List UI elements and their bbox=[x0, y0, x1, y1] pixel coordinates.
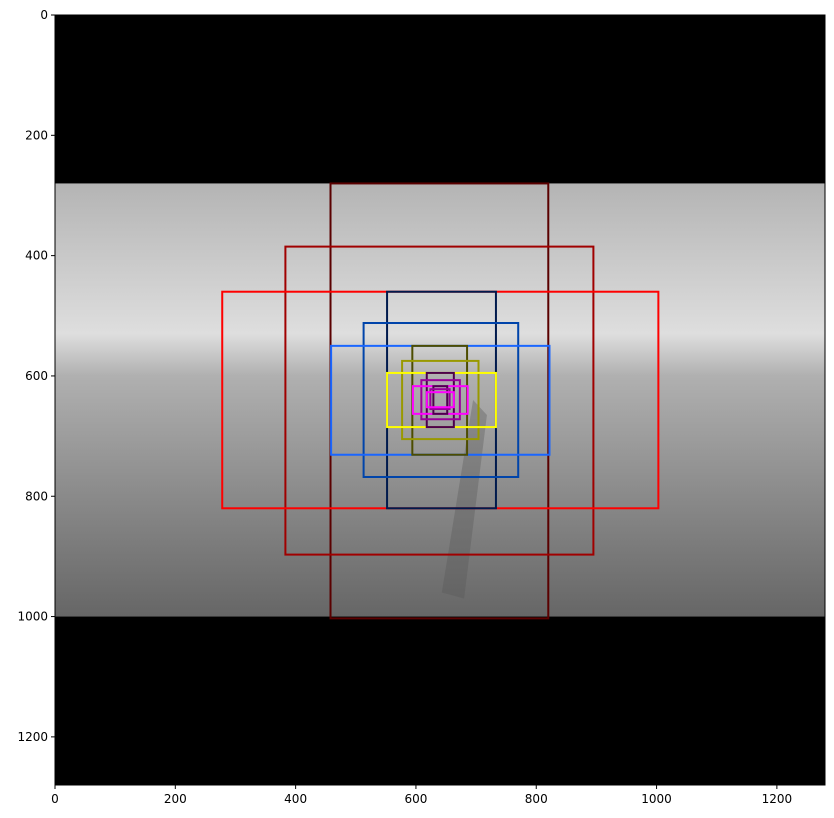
y-axis: 0 200 400 600 800 1000 1200 bbox=[17, 8, 55, 744]
overlay-box-10 bbox=[420, 379, 461, 421]
x-tick-label: 200 bbox=[164, 792, 187, 806]
y-tick-label: 600 bbox=[25, 369, 48, 383]
axes-frame bbox=[54, 14, 826, 786]
overlay-group bbox=[221, 182, 660, 620]
overlay-box-13 bbox=[429, 388, 451, 411]
image-shadow bbox=[441, 400, 487, 599]
y-tick-label: 1000 bbox=[17, 610, 48, 624]
overlay-box-4 bbox=[362, 322, 520, 478]
x-tick-label: 1200 bbox=[762, 792, 793, 806]
x-tick-label: 400 bbox=[284, 792, 307, 806]
x-axis: 0 200 400 600 800 1000 1200 bbox=[51, 785, 792, 806]
image-content bbox=[55, 183, 825, 617]
x-tick-label: 800 bbox=[525, 792, 548, 806]
x-tick-label: 1000 bbox=[641, 792, 672, 806]
y-tick-label: 0 bbox=[40, 8, 48, 22]
y-tick-label: 400 bbox=[25, 249, 48, 263]
y-tick-label: 1200 bbox=[17, 730, 48, 744]
overlay-box-14 bbox=[425, 391, 455, 409]
y-tick-label: 200 bbox=[25, 128, 48, 142]
y-tick-label: 800 bbox=[25, 489, 48, 503]
overlay-box-1 bbox=[284, 245, 595, 556]
overlay-box-7 bbox=[401, 359, 480, 441]
overlay-box-12 bbox=[432, 385, 449, 415]
x-tick-label: 600 bbox=[404, 792, 427, 806]
plot-area bbox=[54, 14, 826, 786]
x-tick-label: 0 bbox=[51, 792, 59, 806]
